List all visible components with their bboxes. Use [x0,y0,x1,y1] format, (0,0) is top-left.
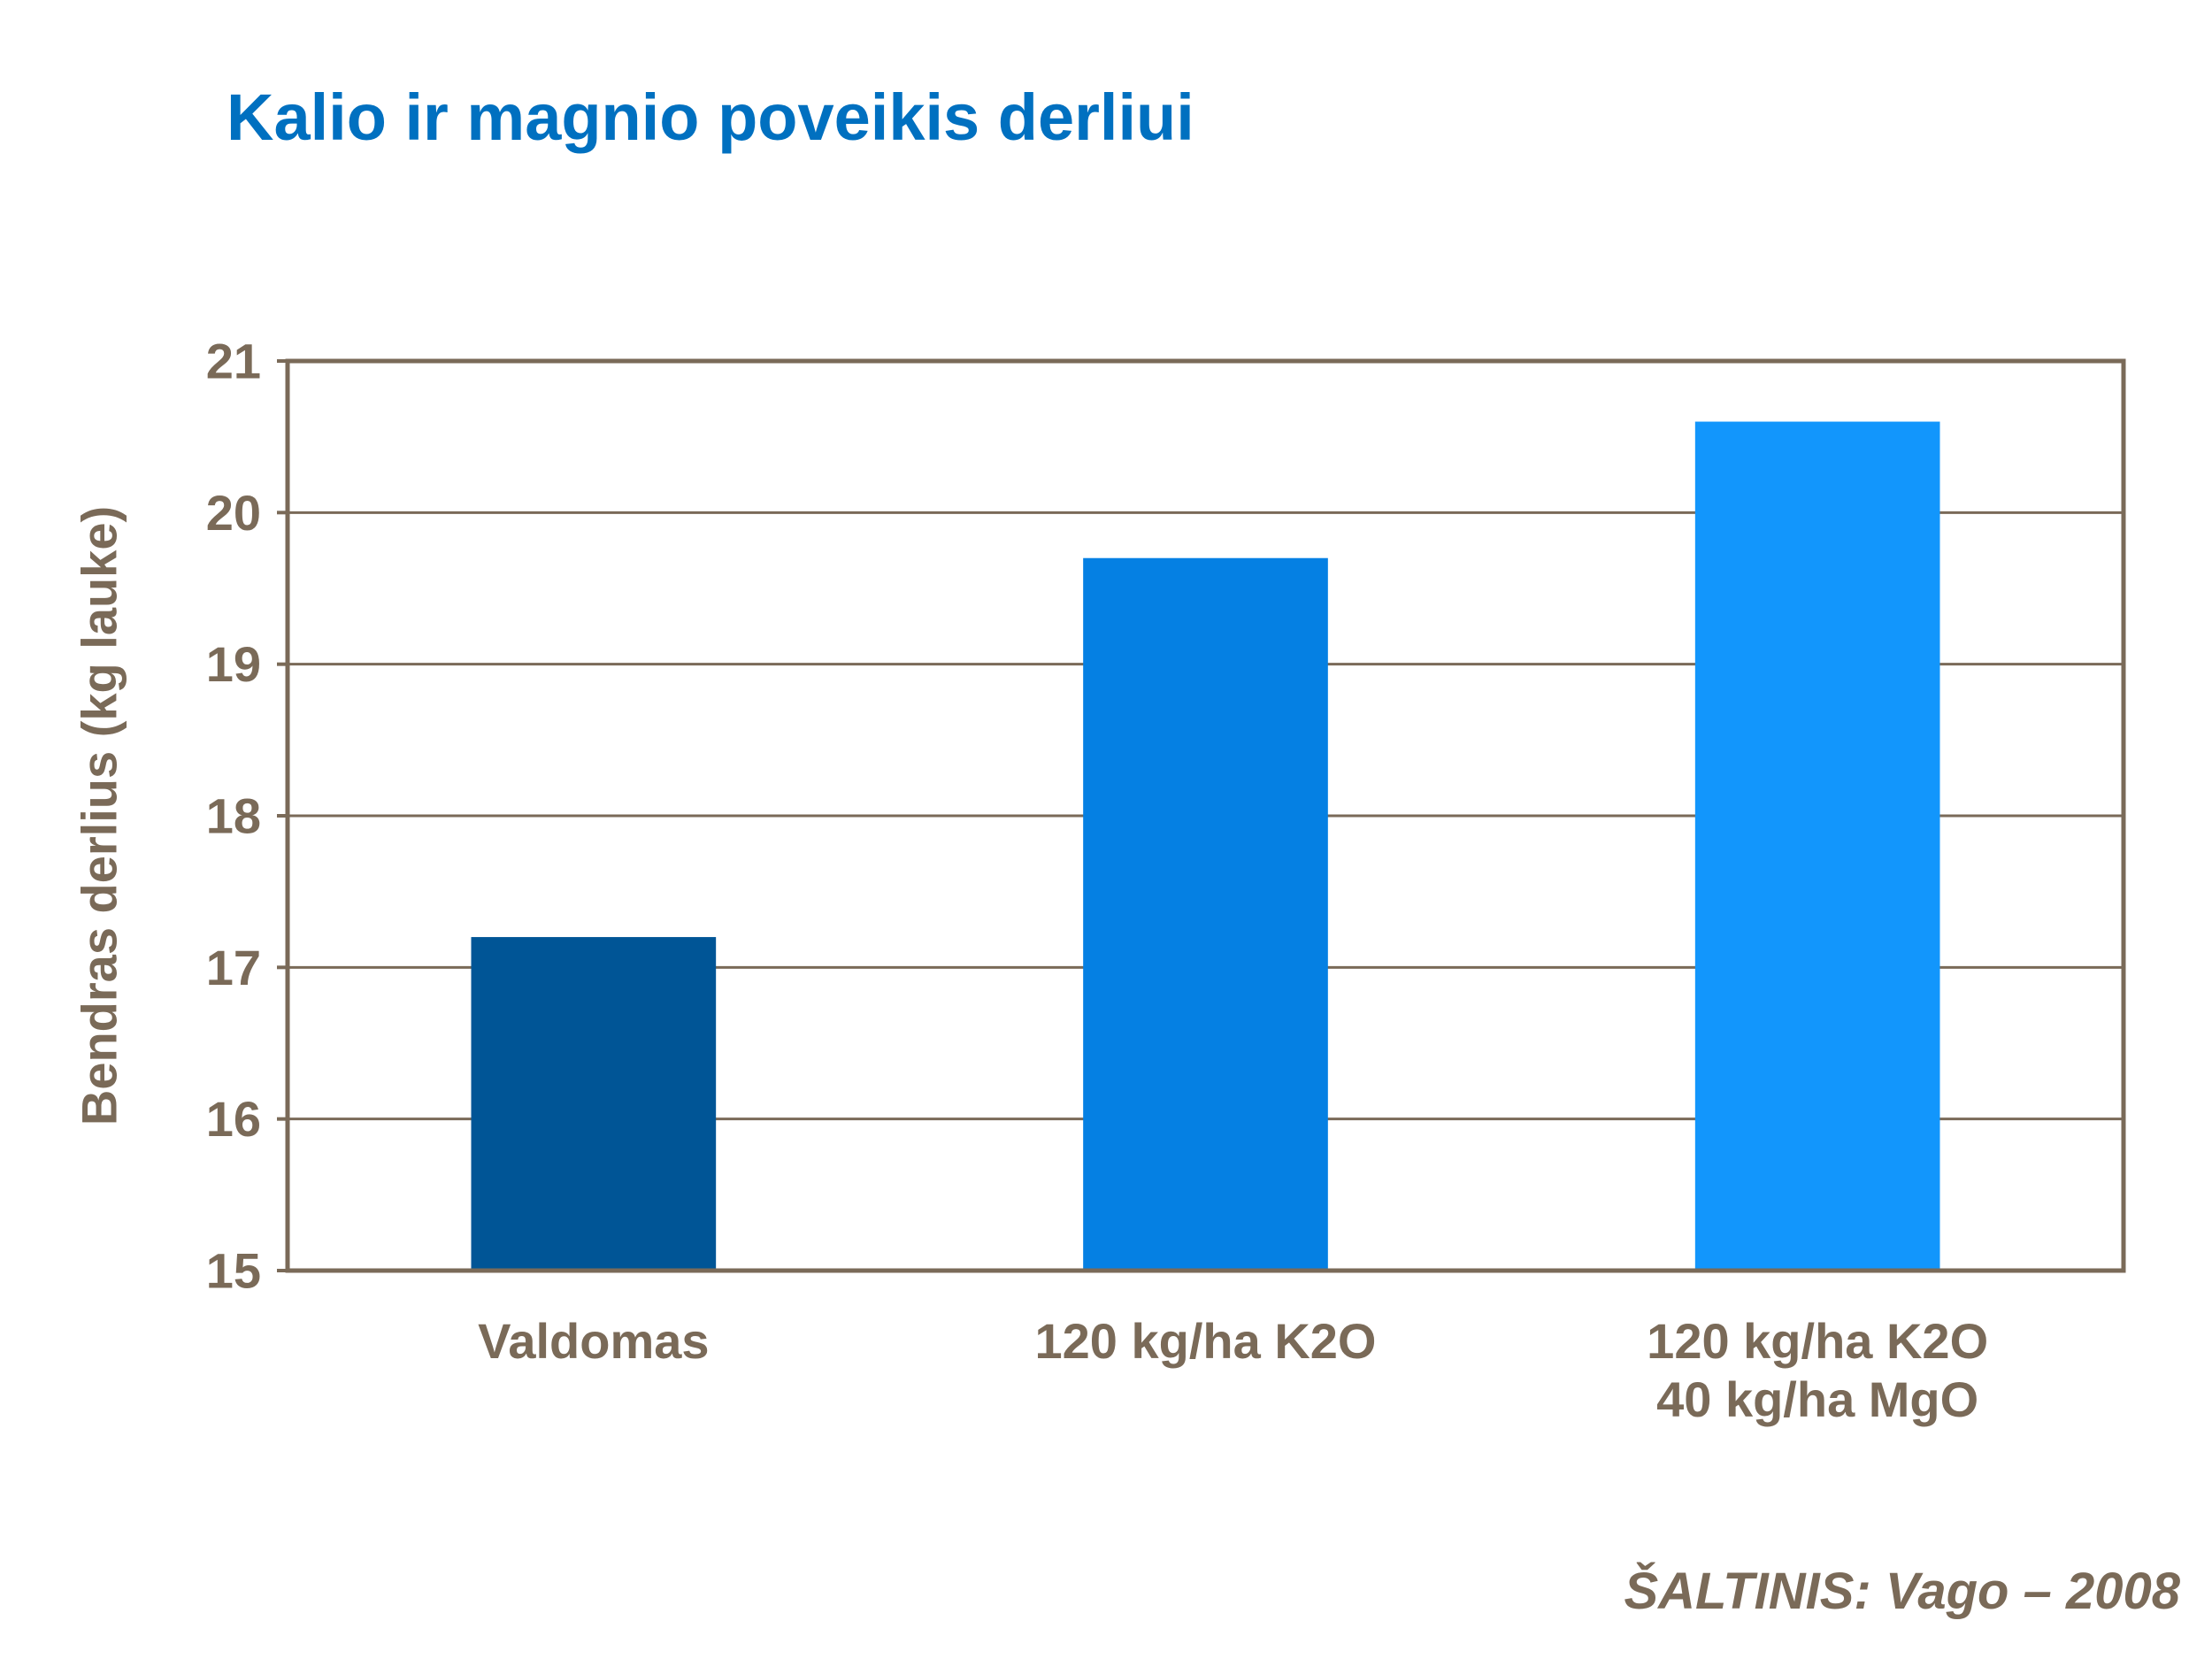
y-tick-label: 15 [206,1243,261,1299]
bar [1694,421,1940,1271]
y-tick-label: 20 [206,485,261,541]
bar [471,937,717,1271]
y-tick-labels: 15 16 17 18 19 20 21 [206,334,288,1299]
bar [1083,557,1328,1271]
y-tick-label: 18 [206,788,261,844]
page-title: Kalio ir magnio poveikis derliui [227,81,1194,154]
bars [471,421,1940,1271]
x-tick-label: 120 kg/ha K2O [1035,1313,1377,1369]
x-tick-label: 40 kg/ha MgO [1656,1371,1978,1427]
y-tick-label: 19 [206,636,261,692]
x-tick-label: Valdomas [478,1313,709,1369]
y-tick-label: 17 [206,940,261,995]
source-note: ŠALTINIS: Vago – 2008 [1624,1563,2180,1620]
y-tick-label: 21 [206,334,261,389]
y-axis-label: Bendras derlius (kg lauke) [72,506,127,1125]
y-tick-label: 16 [206,1091,261,1147]
x-tick-label: 120 kg/ha K2O [1647,1313,1988,1369]
